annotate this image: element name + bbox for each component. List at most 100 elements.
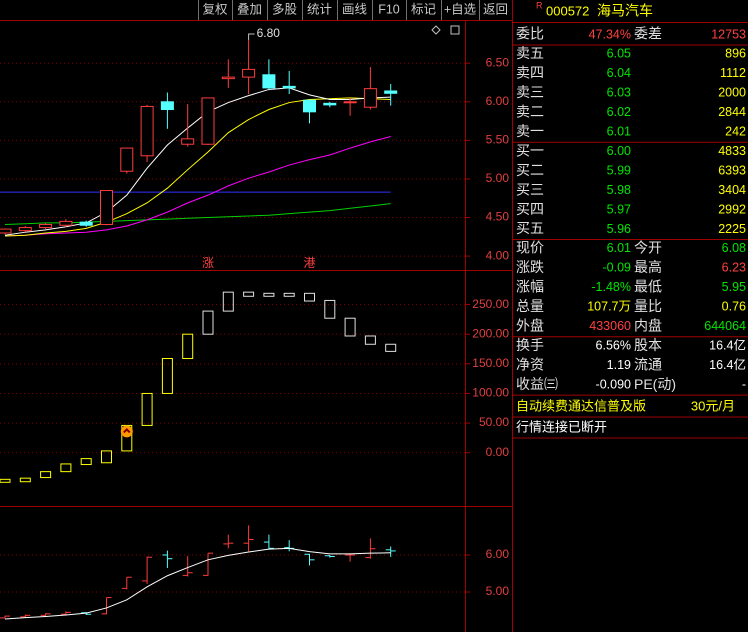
candle-body (160, 101, 174, 111)
row-value: 12753 (711, 27, 746, 41)
row-value: 5.95 (722, 280, 746, 294)
toolbar-button[interactable]: 标记 (411, 2, 437, 16)
stock-name: 海马汽车 (597, 3, 653, 19)
candle-body (201, 97, 215, 145)
diamond-icon[interactable] (431, 25, 441, 35)
candle-body (323, 102, 337, 106)
signal-chevron (123, 428, 131, 434)
row-value: 2992 (718, 202, 746, 216)
row-label: 外盘 (516, 317, 544, 333)
candle-body (242, 68, 256, 78)
row-label: 买四 (516, 201, 544, 217)
row-label: 换手 (516, 337, 544, 353)
row-value: 5.97 (607, 202, 631, 216)
toolbar-button[interactable]: F10 (378, 2, 400, 16)
row-value: 16.4亿 (709, 337, 746, 352)
candle-body (221, 76, 235, 80)
toolbar-button[interactable]: 统计 (307, 2, 332, 16)
candle-body (79, 221, 93, 226)
row-value: 股本 (634, 337, 662, 353)
event-marker[interactable]: 港 (303, 256, 315, 270)
banner[interactable]: 自动续费通达信普及版 (516, 398, 646, 413)
row-value: 6.01 (607, 125, 631, 139)
candle-body (303, 99, 316, 113)
candle-body (181, 138, 195, 145)
row-value: 5.99 (607, 163, 631, 177)
y-tick-label: 4.00 (486, 248, 510, 262)
candle-body (39, 223, 53, 229)
candle-body (262, 74, 276, 89)
toolbar-button[interactable]: 多股 (272, 2, 298, 16)
row-value: 6.08 (722, 241, 746, 255)
row-value: -1.48% (591, 280, 631, 294)
row-label: 买三 (516, 181, 544, 197)
indicator-box (60, 463, 72, 473)
toolbar-button[interactable]: 返回 (483, 2, 508, 16)
row-label: 涨跌 (516, 259, 544, 275)
indicator-box (202, 310, 214, 335)
row-label: 卖三 (516, 84, 544, 100)
indicator-box (324, 299, 336, 319)
candle-body (384, 90, 398, 94)
y-tick-label: 250.00 (472, 297, 509, 311)
candle-body (363, 88, 377, 108)
row-value: 委差 (634, 26, 662, 42)
candle-body (59, 220, 73, 226)
candle-body (100, 190, 113, 225)
row-value: 433060 (589, 319, 631, 333)
row-label: 涨幅 (516, 279, 544, 295)
row-value: -0.090 (596, 377, 631, 391)
y-tick-label: 4.50 (486, 210, 510, 224)
quote-panel: R 000572 海马汽车 自动续费通达信普及版 30元/月 行情连接已断开 委… (513, 0, 748, 439)
event-marker[interactable]: 涨 (202, 255, 214, 270)
row-value: 242 (725, 125, 746, 139)
row-value: 量比 (634, 298, 662, 314)
indicator-box (222, 291, 234, 312)
row-label: 收益㈢ (516, 376, 558, 392)
row-value: 6.01 (607, 241, 631, 255)
ma-line (4, 547, 391, 620)
ma-line (4, 87, 391, 236)
row-value: 6.03 (607, 86, 631, 100)
indicator-box (19, 477, 31, 483)
row-value: PE(动) (634, 376, 676, 392)
indicator-box (0, 478, 11, 483)
y-tick-label: 5.00 (486, 171, 510, 185)
ma-line (4, 136, 391, 237)
candle-body (343, 101, 357, 104)
indicator-box (101, 450, 112, 464)
row-value: 16.4亿 (709, 357, 746, 372)
row-value: 6.56% (596, 338, 631, 352)
candle-body (120, 147, 134, 172)
square-icon[interactable] (450, 25, 460, 35)
row-label: 现价 (516, 240, 544, 256)
row-value: 6.00 (607, 144, 631, 158)
row-label: 卖五 (516, 45, 544, 61)
row-value: 2000 (718, 86, 746, 100)
row-label: 委比 (516, 26, 544, 42)
indicator-box (263, 292, 275, 297)
row-value: 今开 (634, 240, 662, 256)
signal-icon[interactable] (120, 425, 133, 438)
candle-body (282, 85, 296, 89)
row-value: 6.23 (722, 261, 746, 275)
toolbar-button[interactable]: 叠加 (237, 2, 262, 16)
row-value: 47.34% (589, 27, 631, 41)
toolbar-button[interactable]: +自选 (444, 2, 477, 16)
indicator-box (344, 317, 356, 337)
y-tick-label: 6.00 (486, 547, 510, 561)
row-value: 6.04 (607, 66, 631, 80)
y-tick-label: 200.00 (472, 326, 509, 340)
row-value: 3404 (718, 183, 746, 197)
toolbar-button[interactable]: 画线 (342, 2, 368, 16)
row-value: 最高 (634, 259, 662, 275)
banner-price[interactable]: 30元/月 (691, 398, 735, 413)
toolbar: 复权 叠加 多股 统计 画线 F10 标记 +自选 返回 (198, 0, 508, 20)
row-value: 4833 (718, 144, 746, 158)
indicator-box (364, 335, 376, 345)
row-label: 买二 (516, 162, 544, 178)
toolbar-button[interactable]: 复权 (202, 1, 228, 16)
row-value: 644064 (704, 319, 746, 333)
row-value: 5.98 (607, 183, 631, 197)
y-tick-label: 6.50 (486, 55, 510, 69)
